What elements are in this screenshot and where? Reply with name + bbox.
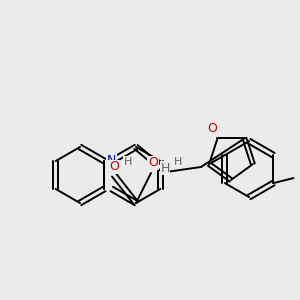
- Text: O: O: [109, 160, 119, 173]
- Text: O: O: [148, 157, 158, 169]
- Text: N: N: [107, 154, 116, 167]
- Text: H: H: [174, 157, 182, 167]
- Text: H: H: [124, 157, 132, 167]
- Text: O: O: [208, 122, 218, 135]
- Text: H: H: [160, 161, 170, 175]
